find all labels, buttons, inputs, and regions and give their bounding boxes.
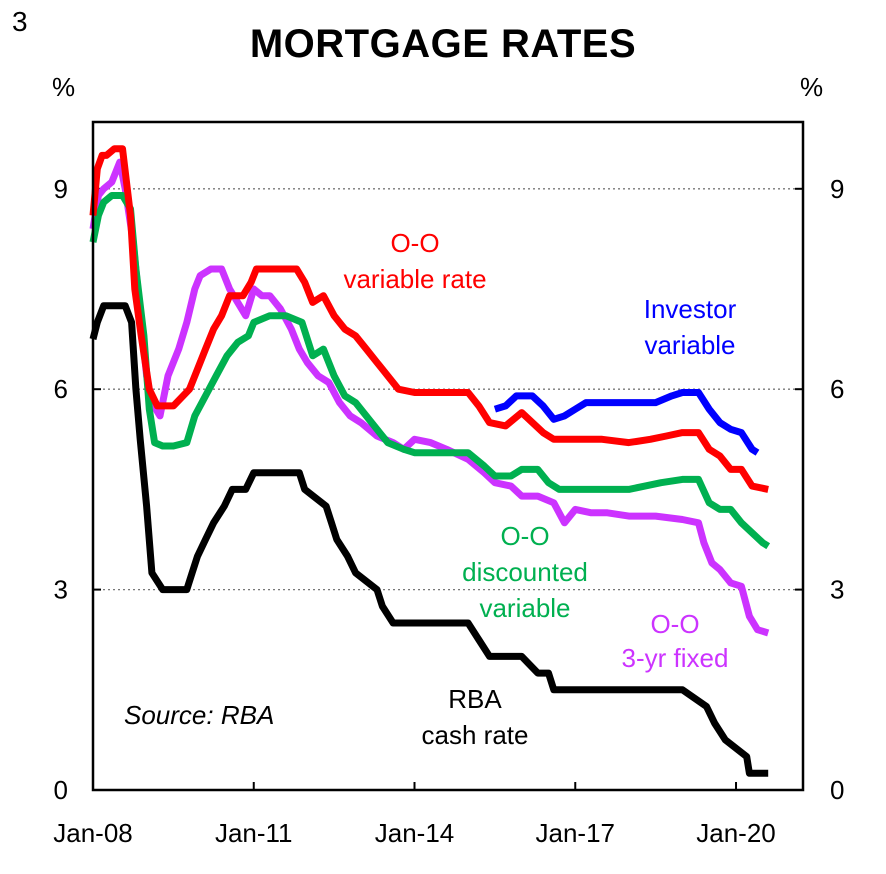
x-tick-label: Jan-11 — [215, 818, 293, 848]
series-label-rba-cash-rate: RBA cash rate — [422, 684, 529, 750]
series-label-o-o-variable-rate: O-O variable rate — [343, 228, 486, 294]
y-tick-label-right: 6 — [830, 374, 844, 404]
y-tick-label-right: 9 — [830, 174, 844, 204]
y-tick-label-left: 9 — [54, 174, 68, 204]
series-label-line: O-O — [500, 521, 549, 551]
series-label-line: O-O — [650, 609, 699, 639]
series-label-o-o-3-yr-fixed: O-O 3-yr fixed — [622, 609, 729, 673]
y-tick-label-right: 3 — [830, 575, 844, 605]
series-line-o-o-variable-rate — [89, 145, 769, 493]
source-note: Source: RBA — [124, 700, 274, 730]
series-line-investor-variable — [493, 389, 760, 456]
x-tick-label: Jan-14 — [375, 818, 455, 848]
series-label-line: O-O — [390, 228, 439, 258]
series-label-line: RBA — [448, 684, 502, 714]
series-label-line: Investor — [644, 294, 737, 324]
series-label-investor-variable: Investor variable — [644, 294, 737, 360]
series-label-line: variable rate — [343, 264, 486, 294]
plot-frame — [91, 120, 805, 792]
y-tick-label-right: 0 — [830, 775, 844, 805]
series-label-line: discounted — [462, 557, 588, 587]
y-tick-label-left: 0 — [54, 775, 68, 805]
left-axis-unit: % — [52, 72, 76, 102]
page-number: 3 — [12, 6, 28, 37]
series-line-rba-cash-rate — [89, 302, 769, 777]
series-label-line: variable — [479, 593, 570, 623]
y-tick-label-left: 3 — [54, 575, 68, 605]
series-label-line: variable — [644, 330, 735, 360]
series-line-o-o-discounted-variable — [89, 192, 771, 550]
right-axis-unit: % — [800, 72, 824, 102]
series-label-o-o-discounted-variable: O-O discounted variable — [462, 521, 588, 623]
x-tick-label: Jan-20 — [696, 818, 776, 848]
y-tick-label-left: 6 — [54, 374, 68, 404]
x-tick-label: Jan-17 — [536, 818, 616, 848]
x-tick-label: Jan-08 — [53, 818, 133, 848]
series-label-line: cash rate — [422, 720, 529, 750]
series-label-line: 3-yr fixed — [622, 643, 729, 673]
chart-title: MORTGAGE RATES — [249, 22, 637, 66]
